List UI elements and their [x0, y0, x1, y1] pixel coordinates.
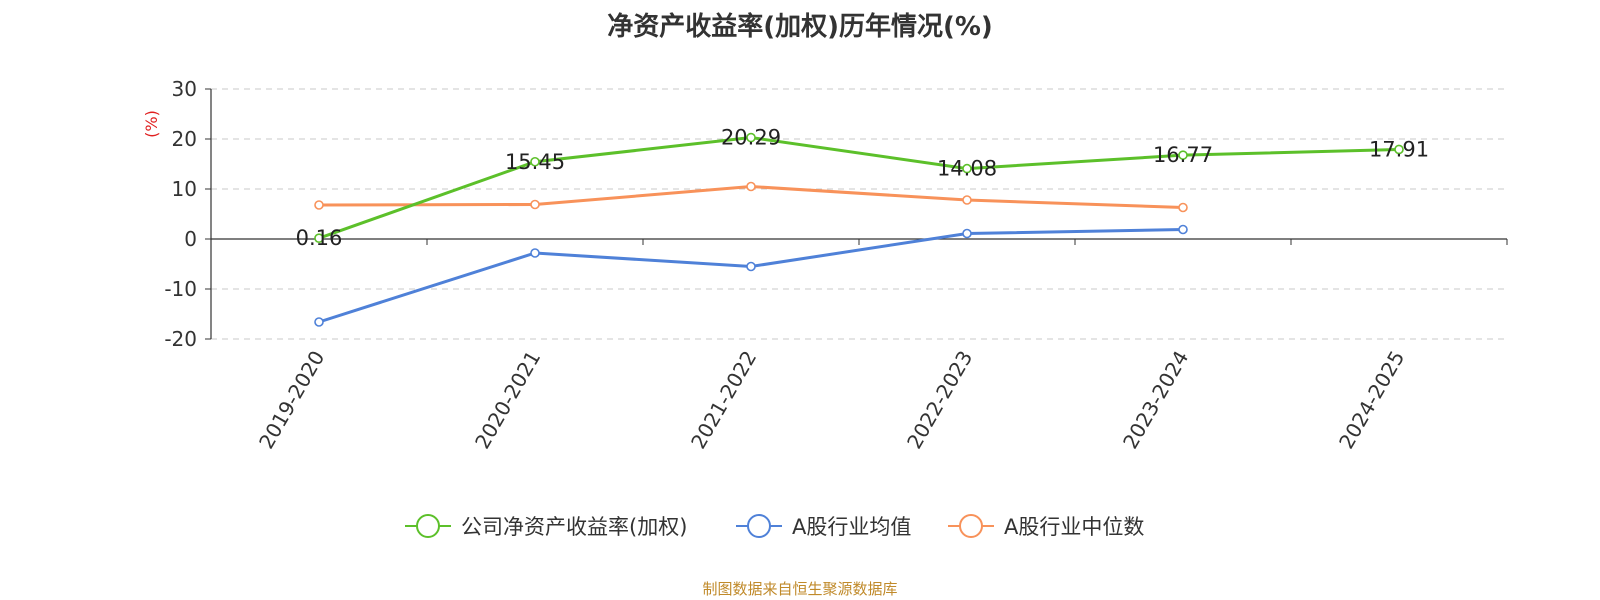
- legend-marker: [416, 514, 440, 538]
- x-tick-label: 2021-2022: [686, 347, 761, 453]
- y-axis-ticks: -20 -10 0 10 20 30: [164, 77, 211, 351]
- legend-label: A股行业中位数: [1004, 515, 1144, 539]
- legend-item: A股行业均值: [736, 514, 911, 539]
- x-tick-label: 2023-2024: [1118, 347, 1193, 453]
- y-tick-label: 10: [172, 177, 197, 201]
- data-point-0: [1178, 150, 1188, 160]
- legend-label: A股行业均值: [792, 515, 911, 539]
- x-tick-label: 2019-2020: [254, 347, 329, 453]
- series-line-1: [318, 228, 1184, 324]
- x-axis-ticks: 2019-2020 2020-2021 2021-2022 2022-2023 2023…: [210, 239, 1508, 453]
- data-point-1: [530, 248, 540, 258]
- data-label: 15.45: [505, 150, 565, 174]
- legend-item: A股行业中位数: [948, 514, 1144, 539]
- y-tick-label: -20: [164, 327, 197, 351]
- data-label: 16.77: [1153, 143, 1213, 167]
- chart-title: 净资产收益率(加权)历年情况(%): [607, 12, 993, 42]
- data-point-2: [314, 200, 324, 210]
- data-label: 0.16: [296, 226, 343, 250]
- axes: [210, 89, 1507, 339]
- y-tick-label: -10: [164, 277, 197, 301]
- legend-marker: [959, 514, 983, 538]
- data-point-2: [530, 199, 540, 210]
- data-point-0: [314, 233, 324, 243]
- data-point-0: [530, 156, 540, 167]
- data-point-0: [746, 132, 756, 143]
- y-axis-label: (%): [142, 110, 161, 138]
- data-labels: 0.16 15.45 20.29 14.08 16.77 17.91: [296, 126, 1429, 251]
- legend-marker: [747, 514, 771, 538]
- data-point-0: [1394, 144, 1404, 155]
- data-label: 20.29: [721, 126, 781, 150]
- x-tick-label: 2022-2023: [902, 347, 977, 453]
- data-label: 14.08: [937, 157, 997, 181]
- data-point-1: [746, 261, 756, 272]
- series-line-0: [318, 136, 1400, 240]
- x-tick-label: 2024-2025: [1334, 347, 1409, 453]
- series-group: [314, 132, 1404, 327]
- data-point-0: [962, 163, 972, 174]
- legend: 公司净资产收益率(加权) A股行业均值 A股行业中位数: [405, 514, 1144, 539]
- x-tick-label: 2020-2021: [470, 347, 545, 453]
- source-footer: 制图数据来自恒生聚源数据库: [702, 580, 898, 598]
- data-point-1: [1178, 224, 1188, 235]
- grid-lines: [211, 88, 1507, 340]
- y-tick-label: 0: [184, 227, 197, 251]
- data-point-2: [1178, 202, 1188, 213]
- data-point-2: [962, 195, 972, 205]
- data-label: 17.91: [1369, 137, 1429, 161]
- y-tick-label: 20: [172, 127, 197, 151]
- data-point-2: [746, 181, 756, 192]
- legend-item: 公司净资产收益率(加权): [405, 514, 687, 539]
- legend-label: 公司净资产收益率(加权): [461, 515, 687, 539]
- data-point-1: [962, 228, 972, 239]
- y-tick-label: 30: [172, 77, 197, 101]
- data-point-1: [314, 317, 324, 327]
